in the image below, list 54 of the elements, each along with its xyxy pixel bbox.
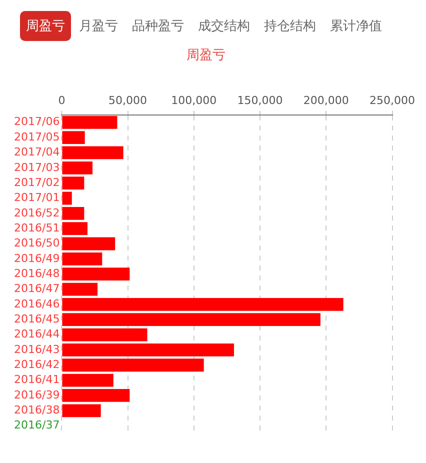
- y-tick-label: 2016/52: [14, 206, 60, 220]
- x-tick-label: 200,000: [303, 94, 349, 108]
- y-tick-label: 2017/01: [14, 191, 60, 204]
- bar: [62, 131, 85, 144]
- bar: [62, 252, 102, 266]
- bar: [62, 116, 118, 129]
- y-tick-label: 2017/02: [14, 176, 60, 189]
- y-tick-label: 2017/05: [14, 130, 60, 144]
- y-tick-label: 2016/51: [14, 221, 60, 234]
- chart-title: 周盈亏: [186, 48, 226, 64]
- y-tick-label: 2016/47: [14, 282, 60, 296]
- x-tick-label: 100,000: [171, 94, 217, 108]
- y-tick-label: 2016/41: [14, 373, 60, 386]
- y-tick-label: 2016/50: [14, 236, 60, 250]
- bar: [62, 328, 148, 342]
- bar: [62, 146, 124, 160]
- y-tick-label: 2016/37: [14, 418, 60, 432]
- bar: [62, 268, 130, 281]
- text: 持仓结构: [263, 18, 317, 36]
- bar: [62, 358, 204, 372]
- bar: [62, 389, 130, 402]
- text: 周盈亏: [20, 11, 71, 41]
- text: 成交结构: [197, 18, 251, 36]
- y-tick-label: 2016/49: [14, 252, 60, 265]
- x-tick-label: 50,000: [108, 94, 148, 108]
- bar: [62, 298, 344, 311]
- y-tick-label: 2017/04: [14, 146, 60, 159]
- y-tick-label: 2016/43: [14, 342, 60, 356]
- x-tick-label: 0: [58, 94, 66, 108]
- x-tick-label: 250,000: [370, 94, 416, 108]
- y-tick-label: 2017/03: [14, 160, 60, 174]
- y-tick-label: 2016/44: [14, 328, 60, 341]
- x-tick-label: 150,000: [237, 94, 283, 108]
- bar: [62, 192, 72, 205]
- bar: [62, 313, 320, 326]
- y-tick-label: 2016/46: [14, 297, 60, 310]
- bar: [62, 404, 101, 418]
- bar: [62, 374, 114, 387]
- bar: [62, 161, 93, 174]
- text: 累计净值: [329, 18, 383, 36]
- bar: [62, 176, 84, 190]
- y-tick-label: 2016/45: [14, 312, 60, 326]
- bar: [62, 222, 88, 236]
- y-tick-label: 2016/42: [14, 358, 60, 371]
- text: 品种盈亏: [131, 18, 185, 36]
- bar: [62, 344, 234, 356]
- text: 月盈亏: [78, 18, 119, 36]
- y-tick-label: 2016/39: [14, 388, 60, 402]
- y-tick-label: 2016/48: [14, 266, 60, 280]
- bar: [62, 206, 84, 220]
- bar: [62, 237, 116, 250]
- y-tick-label: 2017/06: [14, 115, 60, 128]
- bar: [62, 282, 98, 296]
- y-tick-label: 2016/38: [14, 404, 60, 416]
